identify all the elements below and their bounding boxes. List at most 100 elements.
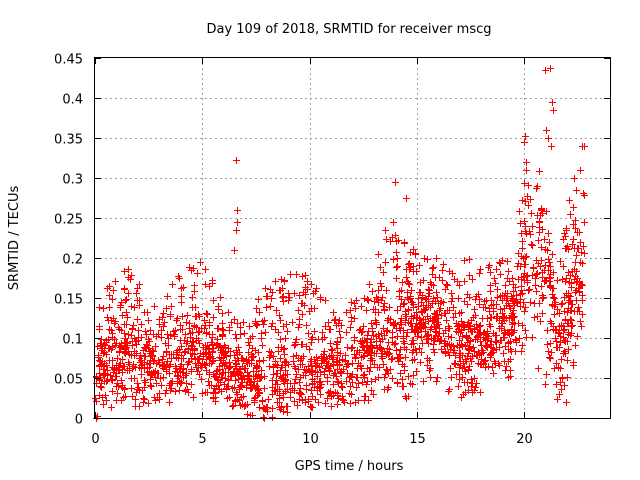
data-point bbox=[339, 384, 346, 391]
data-point bbox=[561, 308, 568, 315]
data-point bbox=[572, 342, 579, 349]
data-point bbox=[201, 317, 208, 324]
data-point bbox=[471, 375, 478, 382]
data-point bbox=[282, 376, 289, 383]
data-point bbox=[281, 277, 288, 284]
x-tick-label: 20 bbox=[516, 432, 533, 447]
data-point bbox=[322, 400, 329, 407]
data-point bbox=[477, 389, 484, 396]
data-point bbox=[397, 370, 404, 377]
data-point bbox=[121, 268, 128, 275]
data-point bbox=[418, 308, 425, 315]
data-point bbox=[417, 359, 424, 366]
data-point bbox=[519, 197, 526, 204]
data-point bbox=[193, 324, 200, 331]
data-point bbox=[180, 374, 187, 381]
data-point bbox=[462, 356, 469, 363]
data-point bbox=[543, 371, 550, 378]
data-point bbox=[128, 375, 135, 382]
data-point bbox=[178, 299, 185, 306]
data-point bbox=[309, 334, 316, 341]
data-point bbox=[401, 367, 408, 374]
data-point bbox=[160, 323, 167, 330]
data-point bbox=[289, 319, 296, 326]
data-point bbox=[551, 311, 558, 318]
data-point bbox=[402, 308, 409, 315]
data-point bbox=[514, 299, 521, 306]
data-point bbox=[164, 331, 171, 338]
data-point bbox=[378, 330, 385, 337]
data-point bbox=[336, 328, 343, 335]
data-point bbox=[541, 236, 548, 243]
data-point bbox=[446, 386, 453, 393]
data-point bbox=[327, 340, 334, 347]
data-point bbox=[576, 278, 583, 285]
data-point bbox=[97, 383, 104, 390]
data-point bbox=[577, 281, 584, 288]
data-point bbox=[274, 399, 281, 406]
data-point bbox=[459, 343, 466, 350]
data-point bbox=[338, 383, 345, 390]
data-point bbox=[487, 269, 494, 276]
data-point bbox=[302, 372, 309, 379]
data-point bbox=[147, 327, 154, 334]
data-point bbox=[296, 321, 303, 328]
data-point bbox=[420, 302, 427, 309]
data-point bbox=[564, 374, 571, 381]
data-point bbox=[133, 290, 140, 297]
data-point bbox=[578, 249, 585, 256]
data-point bbox=[392, 179, 399, 186]
data-point bbox=[490, 345, 497, 352]
data-point bbox=[97, 340, 104, 347]
data-point bbox=[98, 380, 105, 387]
data-point bbox=[505, 300, 512, 307]
data-point bbox=[253, 365, 260, 372]
data-point bbox=[431, 349, 438, 356]
data-point bbox=[525, 182, 532, 189]
data-point bbox=[508, 312, 515, 319]
data-point bbox=[268, 295, 275, 302]
data-point bbox=[478, 350, 485, 357]
data-point bbox=[279, 294, 286, 301]
data-point bbox=[233, 157, 240, 164]
data-point bbox=[535, 237, 542, 244]
data-point bbox=[520, 255, 527, 262]
data-point bbox=[422, 306, 429, 313]
data-point bbox=[556, 391, 563, 398]
data-point bbox=[465, 387, 472, 394]
data-point bbox=[439, 277, 446, 284]
data-point bbox=[522, 327, 529, 334]
data-point bbox=[417, 317, 424, 324]
data-point bbox=[234, 320, 241, 327]
data-point bbox=[96, 376, 103, 383]
data-point bbox=[466, 272, 473, 279]
data-point bbox=[244, 360, 251, 367]
data-point bbox=[111, 320, 118, 327]
data-point bbox=[431, 317, 438, 324]
data-point bbox=[535, 365, 542, 372]
data-points bbox=[92, 65, 588, 422]
data-point bbox=[334, 378, 341, 385]
data-point bbox=[558, 301, 565, 308]
x-tick-label: 0 bbox=[91, 432, 99, 447]
data-point bbox=[439, 267, 446, 274]
data-point bbox=[275, 348, 282, 355]
data-point bbox=[109, 388, 116, 395]
data-point bbox=[302, 272, 309, 279]
data-point bbox=[203, 329, 210, 336]
data-point bbox=[300, 353, 307, 360]
data-point bbox=[236, 369, 243, 376]
data-point bbox=[147, 382, 154, 389]
data-point bbox=[334, 359, 341, 366]
data-point bbox=[206, 283, 213, 290]
data-point bbox=[259, 318, 266, 325]
data-point bbox=[417, 324, 424, 331]
data-point bbox=[413, 368, 420, 375]
data-point bbox=[461, 298, 468, 305]
data-point bbox=[538, 244, 545, 251]
data-point bbox=[330, 381, 337, 388]
data-point bbox=[366, 281, 373, 288]
data-point bbox=[542, 262, 549, 269]
data-point bbox=[133, 341, 140, 348]
data-point bbox=[525, 202, 532, 209]
